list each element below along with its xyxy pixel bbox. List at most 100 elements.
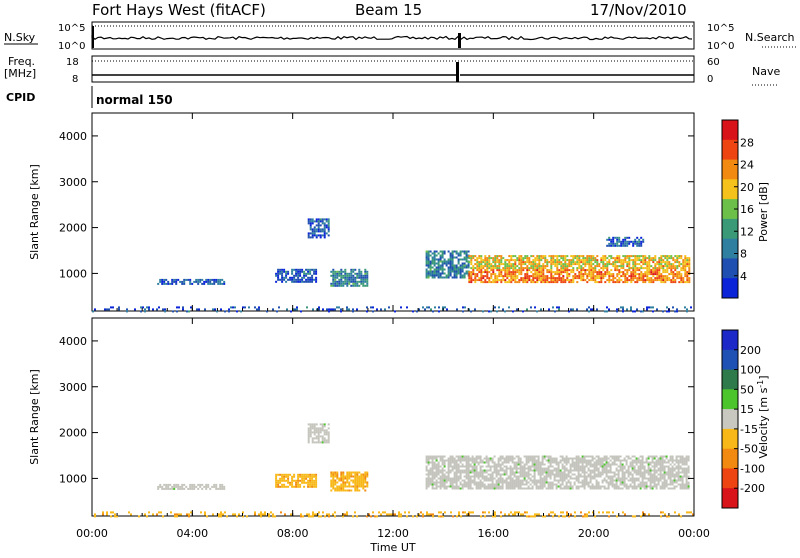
echo-cell <box>572 259 575 262</box>
echo-cell <box>315 429 318 432</box>
echo-cell <box>543 457 546 460</box>
echo-cell <box>366 471 369 474</box>
echo-cell <box>513 465 516 468</box>
echo-cell <box>628 242 631 245</box>
echo-cell <box>472 255 475 258</box>
echo-cell <box>439 487 442 490</box>
echo-cell <box>582 515 584 518</box>
echo-cell <box>590 255 593 258</box>
echo-cell <box>592 275 595 278</box>
echo-cell <box>623 459 626 462</box>
echo-cell <box>654 259 657 262</box>
echo-cell <box>569 471 572 474</box>
echo-cell <box>508 273 511 276</box>
echo-cell <box>601 465 604 468</box>
echo-cell <box>459 264 462 267</box>
echo-cell <box>498 273 501 276</box>
echo-cell <box>291 475 294 478</box>
echo-cell <box>534 273 537 276</box>
echo-cell <box>428 513 430 516</box>
echo-cell <box>501 483 504 486</box>
echo-cell <box>686 257 689 260</box>
echo-cell <box>639 459 642 462</box>
echo-cell <box>605 487 608 490</box>
echo-cell <box>653 469 656 472</box>
echo-cell <box>515 455 518 458</box>
echo-cell <box>574 511 576 514</box>
echo-cell <box>606 267 609 270</box>
echo-cell <box>465 264 468 267</box>
echo-cell <box>461 483 464 486</box>
echo-cell <box>601 473 604 476</box>
echo-cell <box>431 467 434 470</box>
echo-cell <box>321 435 324 438</box>
echo-cell <box>546 263 549 266</box>
nsky-tick-top: 10^5 <box>58 23 85 34</box>
echo-cell <box>532 279 535 282</box>
echo-cell <box>572 281 575 284</box>
echo-cell <box>551 483 554 486</box>
echo-cell <box>467 475 470 478</box>
echo-cell <box>496 275 499 278</box>
echo-cell <box>684 273 687 276</box>
echo-cell <box>616 236 619 239</box>
echo-cell <box>295 278 298 281</box>
echo-cell <box>636 267 639 270</box>
echo-cell <box>503 459 506 462</box>
echo-cell <box>490 281 493 284</box>
echo-cell <box>506 273 509 276</box>
echo-cell <box>198 308 200 311</box>
echo-cell <box>623 471 626 474</box>
echo-cell <box>514 513 516 516</box>
echo-cell <box>534 267 537 270</box>
echo-cell <box>307 473 310 476</box>
echo-cell <box>334 481 337 484</box>
echo-cell <box>634 271 637 274</box>
echo-cell <box>462 306 464 309</box>
echo-cell <box>675 473 678 476</box>
echo-cell <box>344 280 347 283</box>
echo-cell <box>459 266 462 269</box>
echo-cell <box>625 471 628 474</box>
echo-cell <box>360 282 363 285</box>
echo-cell <box>612 265 615 268</box>
echo-cell <box>534 259 537 262</box>
echo-cell <box>455 268 458 271</box>
echo-cell <box>573 483 576 486</box>
echo-cell <box>524 261 527 264</box>
echo-cell <box>364 276 367 279</box>
echo-cell <box>524 255 527 258</box>
echo-cell <box>427 479 430 482</box>
echo-cell <box>429 268 432 271</box>
echo-cell <box>499 465 502 468</box>
echo-cell <box>551 457 554 460</box>
echo-cell <box>451 479 454 482</box>
echo-cell <box>475 481 478 484</box>
x-tick-label: 16:00 <box>477 527 509 540</box>
echo-cell <box>311 222 314 225</box>
echo-cell <box>165 278 168 281</box>
echo-cell <box>521 461 524 464</box>
echo-cell <box>486 261 489 264</box>
echo-cell <box>602 259 605 262</box>
echo-cell <box>439 457 442 460</box>
echo-cell <box>651 461 654 464</box>
echo-cell <box>297 479 300 482</box>
echo-cell <box>354 284 357 287</box>
echo-cell <box>197 278 200 281</box>
echo-cell <box>547 471 550 474</box>
echo-cell <box>602 511 604 514</box>
echo-cell <box>519 487 522 490</box>
echo-cell <box>429 471 432 474</box>
echo-cell <box>484 281 487 284</box>
echo-cell <box>662 259 665 262</box>
echo-cell <box>603 471 606 474</box>
echo-cell <box>167 282 170 285</box>
echo-cell <box>219 485 222 488</box>
echo-cell <box>622 271 625 274</box>
echo-cell <box>600 261 603 264</box>
echo-cell <box>356 489 359 492</box>
echo-cell <box>190 306 192 309</box>
echo-cell <box>445 481 448 484</box>
echo-cell <box>596 263 599 266</box>
